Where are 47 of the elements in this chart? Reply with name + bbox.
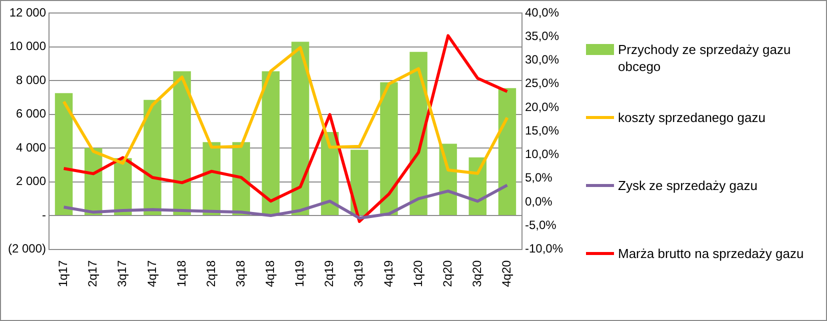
bar xyxy=(380,82,398,216)
x-tick-label: 3q19 xyxy=(352,260,366,288)
y2-tick-label: 30,0% xyxy=(524,52,560,67)
y-tick-label: 10 000 xyxy=(9,39,46,54)
y-tick-label: 12 000 xyxy=(9,5,46,20)
y2-tick-label: 40,0% xyxy=(524,5,560,20)
x-tick-label: 2q19 xyxy=(322,260,336,288)
y-tick-label: (2 000) xyxy=(8,242,46,256)
x-tick-label: 1q17 xyxy=(56,260,70,288)
x-tick-label: 3q17 xyxy=(115,260,130,288)
x-tick-label: 3q18 xyxy=(233,260,248,288)
y2-tick-label: 35,0% xyxy=(524,28,560,43)
x-tick-label: 2q20 xyxy=(440,260,454,288)
bar xyxy=(54,93,73,216)
bar xyxy=(350,150,368,216)
y-tick-label: 4 000 xyxy=(16,140,46,154)
x-tick-label: 4q19 xyxy=(381,260,396,288)
x-tick-label: 3q20 xyxy=(470,260,484,288)
y2-tick-label: 15,0% xyxy=(524,123,560,138)
x-tick-label: 4q18 xyxy=(263,260,278,288)
legend-label: Marża brutto na sprzedaży gazu xyxy=(618,245,805,262)
y2-tick-label: 20,0% xyxy=(524,100,560,114)
y-tick-label: 8 000 xyxy=(16,72,46,87)
bar xyxy=(173,71,191,216)
legend-label: Przychody ze sprzedaży gazu obcego xyxy=(618,41,792,75)
x-tick-label: 4q17 xyxy=(144,260,159,288)
y2-tick-label: 0,0% xyxy=(524,194,553,208)
x-tick-label: 1q20 xyxy=(410,260,425,288)
legend-label: koszty sprzedanego gazu xyxy=(618,109,766,126)
x-tick-label: 2q17 xyxy=(86,260,100,288)
y2-tick-label: 10,0% xyxy=(524,147,560,162)
y-tick-label: - xyxy=(42,208,46,222)
x-tick-label: 2q18 xyxy=(204,260,218,288)
y-tick-label: 6 000 xyxy=(16,106,46,121)
y-tick-label: 2 000 xyxy=(16,174,46,188)
legend-label: Zysk ze sprzedaży gazu xyxy=(618,177,758,194)
y2-tick-label: 5,0% xyxy=(524,170,553,185)
y2-tick-label: -10,0% xyxy=(524,242,564,256)
bar xyxy=(291,42,310,216)
bar xyxy=(498,88,516,216)
bar xyxy=(144,100,162,216)
y2-tick-label: 25,0% xyxy=(524,76,560,90)
y2-tick-label: -5,0% xyxy=(524,218,557,232)
x-tick-label: 4q20 xyxy=(500,260,514,288)
x-tick-label: 1q18 xyxy=(174,260,188,288)
x-tick-label: 1q19 xyxy=(292,260,307,288)
bar xyxy=(262,71,280,216)
